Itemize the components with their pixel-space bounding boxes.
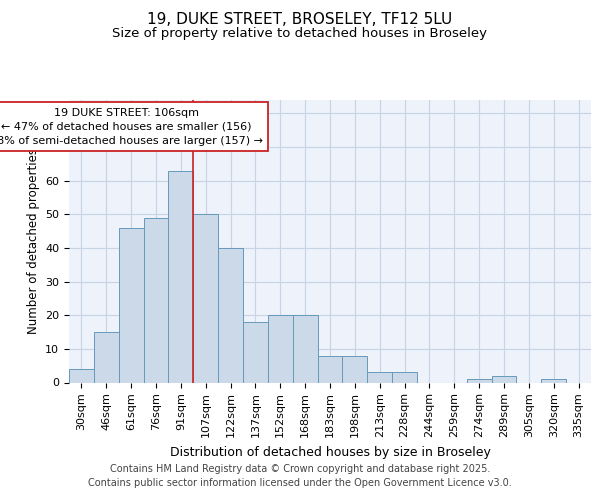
Text: Size of property relative to detached houses in Broseley: Size of property relative to detached ho… <box>113 28 487 40</box>
Bar <box>243 322 268 382</box>
Bar <box>268 315 293 382</box>
Bar <box>193 214 218 382</box>
Bar <box>541 379 566 382</box>
Bar <box>392 372 417 382</box>
Bar <box>317 356 343 382</box>
Bar <box>467 379 491 382</box>
Y-axis label: Number of detached properties: Number of detached properties <box>26 148 40 334</box>
X-axis label: Distribution of detached houses by size in Broseley: Distribution of detached houses by size … <box>170 446 490 458</box>
Bar <box>367 372 392 382</box>
Bar <box>218 248 243 382</box>
Bar <box>491 376 517 382</box>
Bar <box>119 228 143 382</box>
Text: Contains HM Land Registry data © Crown copyright and database right 2025.
Contai: Contains HM Land Registry data © Crown c… <box>88 464 512 487</box>
Bar <box>143 218 169 382</box>
Bar <box>293 315 317 382</box>
Bar <box>94 332 119 382</box>
Bar <box>343 356 367 382</box>
Bar <box>69 369 94 382</box>
Text: 19, DUKE STREET, BROSELEY, TF12 5LU: 19, DUKE STREET, BROSELEY, TF12 5LU <box>148 12 452 28</box>
Text: 19 DUKE STREET: 106sqm
← 47% of detached houses are smaller (156)
48% of semi-de: 19 DUKE STREET: 106sqm ← 47% of detached… <box>0 108 263 146</box>
Bar <box>169 170 193 382</box>
